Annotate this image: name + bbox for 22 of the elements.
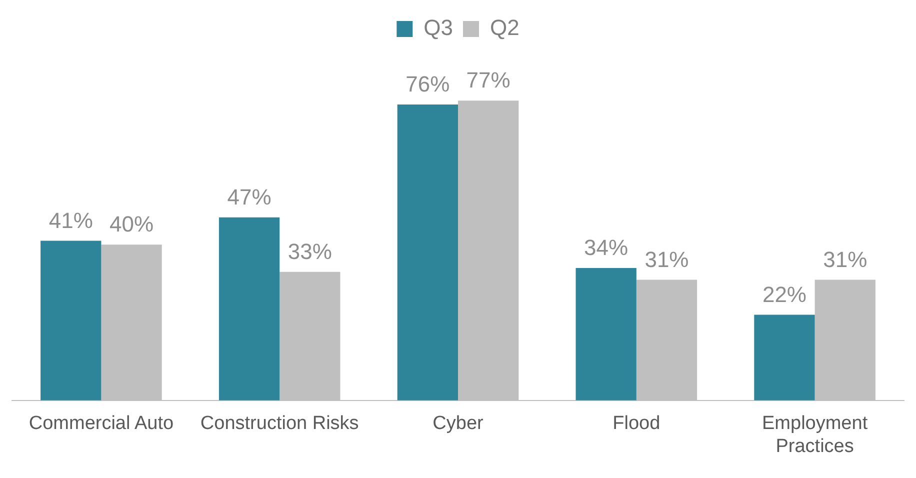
data-label: 77% bbox=[466, 68, 510, 93]
bar bbox=[576, 268, 636, 400]
bar bbox=[218, 217, 280, 400]
data-label: 31% bbox=[823, 246, 868, 272]
data-label: 76% bbox=[406, 72, 450, 97]
x-tick-label: Cyber bbox=[432, 413, 484, 434]
data-label: 31% bbox=[644, 246, 689, 272]
x-tick-label: Flood bbox=[612, 413, 660, 434]
data-label: 34% bbox=[584, 235, 628, 260]
data-label: 33% bbox=[288, 238, 332, 264]
legend-label: Q2 bbox=[490, 15, 520, 40]
data-label: 47% bbox=[227, 184, 272, 210]
x-tick-label: Employment Practices bbox=[762, 413, 868, 457]
bar bbox=[754, 314, 815, 400]
bar bbox=[397, 104, 458, 400]
data-label: 41% bbox=[48, 208, 93, 233]
bar bbox=[40, 240, 102, 400]
legend-label: Q3 bbox=[424, 15, 454, 40]
data-label: 22% bbox=[762, 282, 806, 307]
x-tick-label: Commercial Auto bbox=[28, 413, 174, 434]
x-tick-label: Construction Risks bbox=[200, 413, 359, 434]
data-label: 40% bbox=[110, 212, 154, 237]
